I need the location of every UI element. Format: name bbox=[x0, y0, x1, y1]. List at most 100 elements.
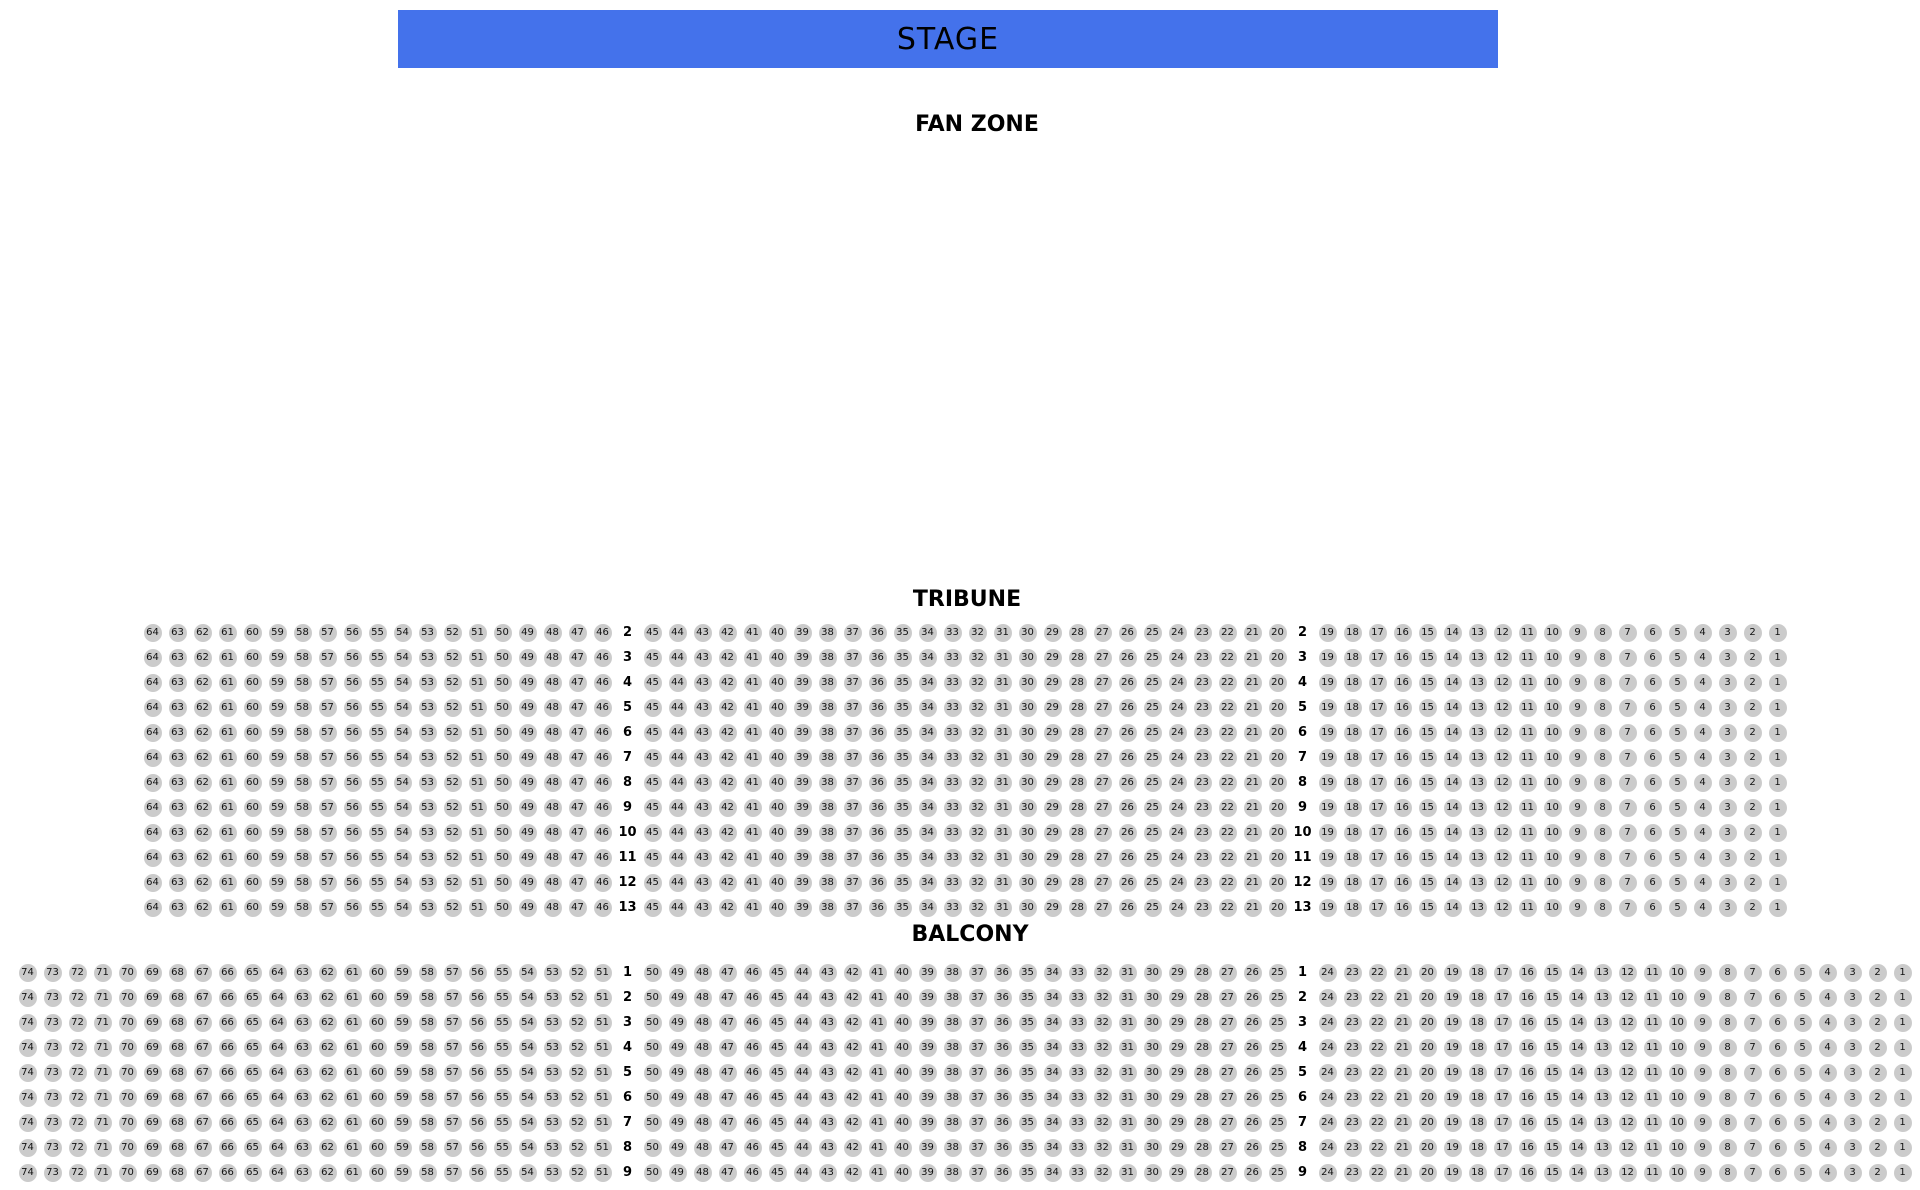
seat-tribune-r8-s56[interactable]: 56 bbox=[343, 773, 362, 792]
seat-tribune-r3-s54[interactable]: 54 bbox=[393, 648, 412, 667]
seat-balcony-r4-s7[interactable]: 7 bbox=[1743, 1038, 1762, 1057]
seat-balcony-r4-s28[interactable]: 28 bbox=[1193, 1038, 1212, 1057]
seat-balcony-r3-s34[interactable]: 34 bbox=[1043, 1013, 1062, 1032]
seat-balcony-r6-s22[interactable]: 22 bbox=[1368, 1088, 1387, 1107]
seat-balcony-r1-s66[interactable]: 66 bbox=[218, 963, 237, 982]
seat-tribune-r10-s51[interactable]: 51 bbox=[468, 823, 487, 842]
seat-balcony-r9-s18[interactable]: 18 bbox=[1468, 1163, 1487, 1182]
seat-tribune-r8-s20[interactable]: 20 bbox=[1268, 773, 1287, 792]
seat-tribune-r9-s58[interactable]: 58 bbox=[293, 798, 312, 817]
seat-tribune-r10-s26[interactable]: 26 bbox=[1118, 823, 1137, 842]
seat-tribune-r12-s64[interactable]: 64 bbox=[143, 873, 162, 892]
seat-balcony-r4-s62[interactable]: 62 bbox=[318, 1038, 337, 1057]
seat-tribune-r7-s51[interactable]: 51 bbox=[468, 748, 487, 767]
seat-balcony-r2-s50[interactable]: 50 bbox=[643, 988, 662, 1007]
seat-balcony-r4-s49[interactable]: 49 bbox=[668, 1038, 687, 1057]
seat-tribune-r8-s32[interactable]: 32 bbox=[968, 773, 987, 792]
seat-tribune-r11-s19[interactable]: 19 bbox=[1318, 848, 1337, 867]
seat-balcony-r4-s44[interactable]: 44 bbox=[793, 1038, 812, 1057]
seat-balcony-r8-s29[interactable]: 29 bbox=[1168, 1138, 1187, 1157]
seat-tribune-r11-s21[interactable]: 21 bbox=[1243, 848, 1262, 867]
seat-balcony-r3-s60[interactable]: 60 bbox=[368, 1013, 387, 1032]
seat-tribune-r13-s18[interactable]: 18 bbox=[1343, 898, 1362, 917]
seat-balcony-r2-s55[interactable]: 55 bbox=[493, 988, 512, 1007]
seat-tribune-r2-s4[interactable]: 4 bbox=[1693, 623, 1712, 642]
seat-tribune-r4-s54[interactable]: 54 bbox=[393, 673, 412, 692]
seat-tribune-r4-s10[interactable]: 10 bbox=[1543, 673, 1562, 692]
seat-tribune-r11-s53[interactable]: 53 bbox=[418, 848, 437, 867]
seat-balcony-r3-s23[interactable]: 23 bbox=[1343, 1013, 1362, 1032]
seat-tribune-r2-s49[interactable]: 49 bbox=[518, 623, 537, 642]
seat-balcony-r6-s14[interactable]: 14 bbox=[1568, 1088, 1587, 1107]
seat-tribune-r5-s54[interactable]: 54 bbox=[393, 698, 412, 717]
seat-tribune-r10-s30[interactable]: 30 bbox=[1018, 823, 1037, 842]
seat-tribune-r6-s2[interactable]: 2 bbox=[1743, 723, 1762, 742]
seat-balcony-r5-s25[interactable]: 25 bbox=[1268, 1063, 1287, 1082]
seat-tribune-r4-s56[interactable]: 56 bbox=[343, 673, 362, 692]
seat-tribune-r12-s46[interactable]: 46 bbox=[593, 873, 612, 892]
seat-tribune-r4-s19[interactable]: 19 bbox=[1318, 673, 1337, 692]
seat-balcony-r6-s5[interactable]: 5 bbox=[1793, 1088, 1812, 1107]
seat-balcony-r4-s36[interactable]: 36 bbox=[993, 1038, 1012, 1057]
seat-tribune-r9-s42[interactable]: 42 bbox=[718, 798, 737, 817]
seat-balcony-r9-s65[interactable]: 65 bbox=[243, 1163, 262, 1182]
seat-balcony-r8-s18[interactable]: 18 bbox=[1468, 1138, 1487, 1157]
seat-balcony-r7-s30[interactable]: 30 bbox=[1143, 1113, 1162, 1132]
seat-tribune-r10-s13[interactable]: 13 bbox=[1468, 823, 1487, 842]
seat-balcony-r3-s10[interactable]: 10 bbox=[1668, 1013, 1687, 1032]
seat-balcony-r1-s60[interactable]: 60 bbox=[368, 963, 387, 982]
seat-tribune-r5-s2[interactable]: 2 bbox=[1743, 698, 1762, 717]
seat-balcony-r9-s27[interactable]: 27 bbox=[1218, 1163, 1237, 1182]
seat-balcony-r9-s6[interactable]: 6 bbox=[1768, 1163, 1787, 1182]
seat-tribune-r4-s33[interactable]: 33 bbox=[943, 673, 962, 692]
seat-balcony-r2-s6[interactable]: 6 bbox=[1768, 988, 1787, 1007]
seat-balcony-r5-s74[interactable]: 74 bbox=[18, 1063, 37, 1082]
seat-balcony-r1-s24[interactable]: 24 bbox=[1318, 963, 1337, 982]
seat-balcony-r3-s71[interactable]: 71 bbox=[93, 1013, 112, 1032]
seat-balcony-r4-s43[interactable]: 43 bbox=[818, 1038, 837, 1057]
seat-tribune-r12-s36[interactable]: 36 bbox=[868, 873, 887, 892]
seat-tribune-r4-s20[interactable]: 20 bbox=[1268, 673, 1287, 692]
seat-balcony-r8-s54[interactable]: 54 bbox=[518, 1138, 537, 1157]
seat-balcony-r1-s48[interactable]: 48 bbox=[693, 963, 712, 982]
seat-balcony-r6-s69[interactable]: 69 bbox=[143, 1088, 162, 1107]
seat-tribune-r9-s64[interactable]: 64 bbox=[143, 798, 162, 817]
seat-tribune-r2-s34[interactable]: 34 bbox=[918, 623, 937, 642]
seat-tribune-r2-s20[interactable]: 20 bbox=[1268, 623, 1287, 642]
seat-tribune-r13-s29[interactable]: 29 bbox=[1043, 898, 1062, 917]
seat-balcony-r3-s25[interactable]: 25 bbox=[1268, 1013, 1287, 1032]
seat-tribune-r10-s39[interactable]: 39 bbox=[793, 823, 812, 842]
seat-tribune-r3-s28[interactable]: 28 bbox=[1068, 648, 1087, 667]
seat-balcony-r6-s49[interactable]: 49 bbox=[668, 1088, 687, 1107]
seat-tribune-r7-s40[interactable]: 40 bbox=[768, 748, 787, 767]
seat-tribune-r7-s19[interactable]: 19 bbox=[1318, 748, 1337, 767]
seat-balcony-r7-s74[interactable]: 74 bbox=[18, 1113, 37, 1132]
seat-tribune-r8-s47[interactable]: 47 bbox=[568, 773, 587, 792]
seat-balcony-r7-s19[interactable]: 19 bbox=[1443, 1113, 1462, 1132]
seat-tribune-r11-s7[interactable]: 7 bbox=[1618, 848, 1637, 867]
seat-balcony-r3-s42[interactable]: 42 bbox=[843, 1013, 862, 1032]
seat-balcony-r3-s46[interactable]: 46 bbox=[743, 1013, 762, 1032]
seat-tribune-r10-s62[interactable]: 62 bbox=[193, 823, 212, 842]
seat-tribune-r7-s42[interactable]: 42 bbox=[718, 748, 737, 767]
seat-balcony-r5-s57[interactable]: 57 bbox=[443, 1063, 462, 1082]
seat-tribune-r11-s37[interactable]: 37 bbox=[843, 848, 862, 867]
seat-balcony-r7-s68[interactable]: 68 bbox=[168, 1113, 187, 1132]
seat-balcony-r9-s71[interactable]: 71 bbox=[93, 1163, 112, 1182]
seat-balcony-r7-s4[interactable]: 4 bbox=[1818, 1113, 1837, 1132]
seat-balcony-r3-s56[interactable]: 56 bbox=[468, 1013, 487, 1032]
seat-balcony-r9-s36[interactable]: 36 bbox=[993, 1163, 1012, 1182]
seat-tribune-r6-s5[interactable]: 5 bbox=[1668, 723, 1687, 742]
seat-tribune-r4-s15[interactable]: 15 bbox=[1418, 673, 1437, 692]
seat-balcony-r5-s59[interactable]: 59 bbox=[393, 1063, 412, 1082]
seat-tribune-r5-s36[interactable]: 36 bbox=[868, 698, 887, 717]
seat-tribune-r7-s58[interactable]: 58 bbox=[293, 748, 312, 767]
seat-balcony-r5-s3[interactable]: 3 bbox=[1843, 1063, 1862, 1082]
seat-tribune-r11-s39[interactable]: 39 bbox=[793, 848, 812, 867]
seat-tribune-r11-s33[interactable]: 33 bbox=[943, 848, 962, 867]
seat-balcony-r7-s9[interactable]: 9 bbox=[1693, 1113, 1712, 1132]
seat-tribune-r9-s32[interactable]: 32 bbox=[968, 798, 987, 817]
seat-tribune-r3-s11[interactable]: 11 bbox=[1518, 648, 1537, 667]
seat-balcony-r3-s33[interactable]: 33 bbox=[1068, 1013, 1087, 1032]
seat-balcony-r6-s2[interactable]: 2 bbox=[1868, 1088, 1887, 1107]
